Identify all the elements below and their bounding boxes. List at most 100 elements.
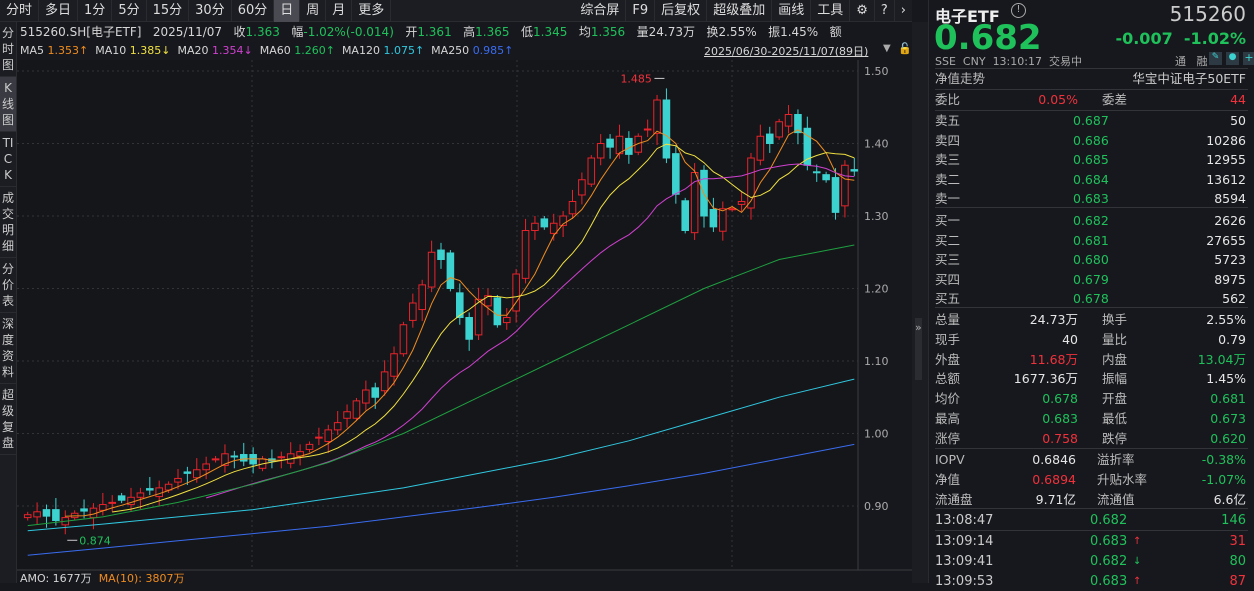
candle-body xyxy=(672,153,680,195)
period-tab-2[interactable]: 1分 xyxy=(78,0,113,22)
settings-icon[interactable]: ⚙ xyxy=(850,0,875,22)
lock-icon[interactable]: 🔓 xyxy=(898,42,912,55)
candle-body xyxy=(578,179,586,196)
level-volume: 8594 xyxy=(1214,191,1246,207)
order-book-row[interactable]: 买五 0.678 562 xyxy=(935,289,1246,308)
ma20-label: MA20 xyxy=(177,44,209,57)
order-book-row[interactable]: 买二 0.681 27655 xyxy=(935,231,1246,250)
period-tab-8[interactable]: 周 xyxy=(300,0,327,22)
order-book-row[interactable]: 卖二 0.684 13612 xyxy=(935,170,1246,189)
tool-button-0[interactable]: 综合屏 xyxy=(574,0,627,22)
side-tab-price-table[interactable]: 分价表 xyxy=(0,258,16,313)
level-price: 0.684 xyxy=(1073,171,1109,187)
tool-button-1[interactable]: F9 xyxy=(626,0,656,22)
etf-label: 流通盘 xyxy=(935,491,973,507)
order-book-row[interactable]: 卖一 0.683 8594 xyxy=(935,189,1246,208)
avg-value: 1.356 xyxy=(590,25,626,39)
candle-body xyxy=(146,488,154,491)
side-tab-depth-info[interactable]: 深度资料 xyxy=(0,313,16,384)
date-range-selector[interactable]: 2025/06/30-2025/11/07(89日) xyxy=(704,45,869,58)
period-tab-5[interactable]: 30分 xyxy=(189,0,232,22)
period-tab-7[interactable]: 日 xyxy=(274,0,301,22)
period-tab-9[interactable]: 月 xyxy=(326,0,353,22)
edit-icon[interactable]: ✎ xyxy=(1209,52,1222,65)
ma120-value: 1.075↑ xyxy=(383,44,425,57)
period-tab-1[interactable]: 多日 xyxy=(39,0,79,22)
amp-label: 振 xyxy=(768,25,781,39)
level-price: 0.679 xyxy=(1073,271,1109,287)
arrow-up-icon: ↑ xyxy=(1133,576,1142,587)
ma250-label: MA250 xyxy=(431,44,470,57)
candle-body xyxy=(775,121,783,138)
kline-chart[interactable]: 1.50 1.40 1.30 1.20 1.10 1.00 0.90 1.485 0.874 xyxy=(17,60,912,583)
nav-trend-row[interactable]: 净值走势 华宝中证电子50ETF xyxy=(935,69,1246,88)
chart-background xyxy=(17,60,858,570)
turn-value: 2.55% xyxy=(718,25,757,39)
candle-body xyxy=(221,453,229,466)
order-book-row[interactable]: 买一 0.682 2626 xyxy=(935,211,1246,230)
order-book-row[interactable]: 买四 0.679 8975 xyxy=(935,270,1246,289)
candle-body xyxy=(709,208,718,228)
stat-label: 内盘 xyxy=(1102,351,1128,367)
trading-status: 交易中 xyxy=(1048,55,1082,68)
level-price: 0.685 xyxy=(1073,152,1109,168)
candle-body xyxy=(474,298,483,336)
tool-button-5[interactable]: 工具 xyxy=(811,0,851,22)
order-ratio-row: 委比 0.05% 委差 44 xyxy=(935,90,1246,109)
order-book-row[interactable]: 卖五 0.687 50 xyxy=(935,111,1246,130)
side-tab-super-review[interactable]: 超级复盘 xyxy=(0,384,16,455)
period-tab-10[interactable]: 更多 xyxy=(352,0,392,22)
order-book-row[interactable]: 买三 0.680 5723 xyxy=(935,250,1246,269)
expand-icon[interactable]: » xyxy=(915,318,922,380)
add-icon[interactable]: + xyxy=(1243,51,1254,65)
arrow-down-icon: ↓ xyxy=(1133,556,1142,567)
tag-finance: 融 xyxy=(1196,55,1208,68)
side-tab-trade-detail[interactable]: 成交明细 xyxy=(0,187,16,258)
candle-body xyxy=(549,222,558,234)
y-tick-label: 1.40 xyxy=(864,138,889,151)
level-price: 0.678 xyxy=(1073,291,1109,307)
candle-body xyxy=(239,454,248,462)
candle-body xyxy=(737,201,746,205)
dropdown-icon[interactable]: ▼ xyxy=(883,43,891,54)
candle-body xyxy=(606,138,614,148)
tool-button-3[interactable]: 超级叠加 xyxy=(707,0,773,22)
side-tab-kline[interactable]: K线图 xyxy=(0,77,16,132)
side-tab-time-chart[interactable]: 分时图 xyxy=(0,22,16,77)
candle-body xyxy=(784,114,793,127)
tick-row: 13:09:41 0.682 ↓ 80 xyxy=(935,552,1246,571)
candle-body xyxy=(747,157,755,209)
stat-value: 0.681 xyxy=(1210,391,1246,407)
period-tab-3[interactable]: 5分 xyxy=(112,0,147,22)
stat-row: 现手 40 量比 0.79 xyxy=(935,330,1246,349)
order-book-row[interactable]: 卖四 0.686 10286 xyxy=(935,131,1246,150)
tool-button-4[interactable]: 画线 xyxy=(772,0,812,22)
candle-body xyxy=(174,477,182,483)
period-tab-6[interactable]: 60分 xyxy=(232,0,275,22)
tool-button-2[interactable]: 后复权 xyxy=(655,0,708,22)
stat-label: 最高 xyxy=(935,411,961,426)
quote-panel: 电子ETF ! 515260 0.682 -0.007 -1.02% SSE C… xyxy=(928,0,1254,589)
help-icon[interactable]: ? xyxy=(875,0,895,22)
etf-row: 流通盘 9.71亿 流通值 6.6亿 xyxy=(935,490,1246,509)
candle-body xyxy=(33,511,41,518)
ma120-line xyxy=(27,378,855,532)
stat-value: 0.79 xyxy=(1218,331,1246,347)
order-diff-label: 委差 xyxy=(1102,92,1128,107)
stat-label: 涨停 xyxy=(935,430,961,446)
period-tab-4[interactable]: 15分 xyxy=(147,0,190,22)
bell-icon[interactable]: ● xyxy=(1226,52,1239,65)
order-book-row[interactable]: 卖三 0.685 12955 xyxy=(935,150,1246,169)
period-tab-0[interactable]: 分时 xyxy=(0,0,40,22)
candle-body xyxy=(794,114,802,134)
tick-volume: 146 xyxy=(1221,513,1246,528)
y-tick-label: 1.00 xyxy=(864,428,889,441)
candle-body xyxy=(455,292,464,319)
side-tab-tick[interactable]: TICK xyxy=(0,132,16,187)
info-icon[interactable]: ! xyxy=(1011,3,1026,18)
candle-body xyxy=(559,215,567,226)
ma10-label: MA10 xyxy=(95,44,127,57)
candle-body xyxy=(390,353,398,377)
panel-splitter[interactable] xyxy=(912,22,928,583)
chevron-right-icon[interactable]: › xyxy=(900,2,906,18)
